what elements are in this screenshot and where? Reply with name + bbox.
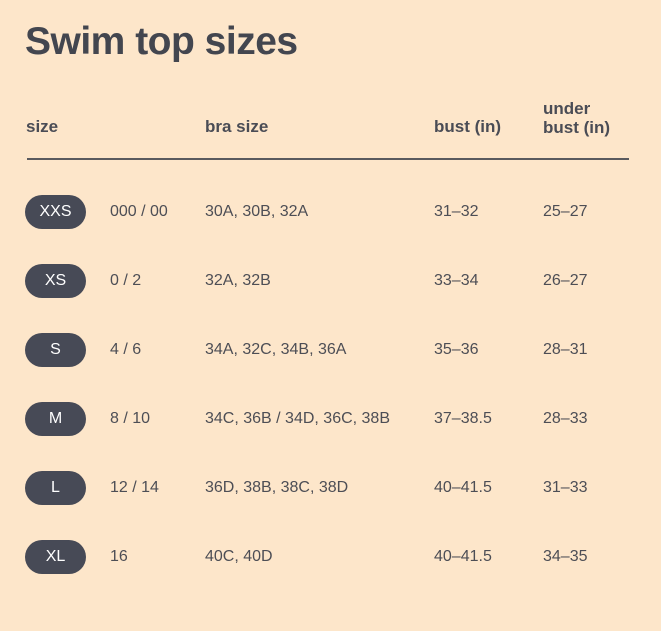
size-badge: XS (25, 264, 86, 298)
under-bust-range: 31–33 (543, 479, 588, 496)
under-bust-range: 25–27 (543, 203, 588, 220)
size-badge: XL (25, 540, 86, 574)
bust-range: 35–36 (434, 341, 479, 358)
bra-size: 34C, 36B / 34D, 36C, 38B (205, 410, 390, 427)
bra-size: 30A, 30B, 32A (205, 203, 309, 220)
table-row: XL 16 40C, 40D 40–41.5 34–35 (0, 540, 661, 576)
bra-size: 40C, 40D (205, 548, 273, 565)
table-row: XS 0 / 2 32A, 32B 33–34 26–27 (0, 264, 661, 300)
table-row: XXS 000 / 00 30A, 30B, 32A 31–32 25–27 (0, 195, 661, 231)
table-row: M 8 / 10 34C, 36B / 34D, 36C, 38B 37–38.5 28… (0, 402, 661, 438)
bust-range: 40–41.5 (434, 479, 492, 496)
header-under-bust-line1: under (543, 99, 591, 118)
numeric-size: 16 (110, 548, 128, 565)
header-bust: bust (in) (434, 117, 502, 136)
under-bust-range: 28–31 (543, 341, 588, 358)
size-badge: XXS (25, 195, 86, 229)
under-bust-range: 34–35 (543, 548, 588, 565)
bust-range: 40–41.5 (434, 548, 492, 565)
numeric-size: 0 / 2 (110, 272, 142, 289)
bra-size: 34A, 32C, 34B, 36A (205, 341, 347, 358)
numeric-size: 8 / 10 (110, 410, 151, 427)
numeric-size: 12 / 14 (110, 479, 159, 496)
size-badge: M (25, 402, 86, 436)
size-badge: S (25, 333, 86, 367)
size-badge: L (25, 471, 86, 505)
header-size: size (26, 117, 59, 136)
page-title: Swim top sizes (25, 20, 298, 63)
bust-range: 31–32 (434, 203, 479, 220)
numeric-size: 4 / 6 (110, 341, 142, 358)
bust-range: 37–38.5 (434, 410, 492, 427)
numeric-size: 000 / 00 (110, 203, 168, 220)
bust-range: 33–34 (434, 272, 479, 289)
under-bust-range: 26–27 (543, 272, 588, 289)
bra-size: 36D, 38B, 38C, 38D (205, 479, 349, 496)
header-divider (27, 158, 629, 160)
table-row: S 4 / 6 34A, 32C, 34B, 36A 35–36 28–31 (0, 333, 661, 369)
table-row: L 12 / 14 36D, 38B, 38C, 38D 40–41.5 31–33 (0, 471, 661, 507)
header-bra-size: bra size (205, 117, 269, 136)
under-bust-range: 28–33 (543, 410, 588, 427)
bra-size: 32A, 32B (205, 272, 271, 289)
header-under-bust: under bust (in) (543, 99, 610, 137)
header-under-bust-line2: bust (in) (543, 118, 611, 137)
